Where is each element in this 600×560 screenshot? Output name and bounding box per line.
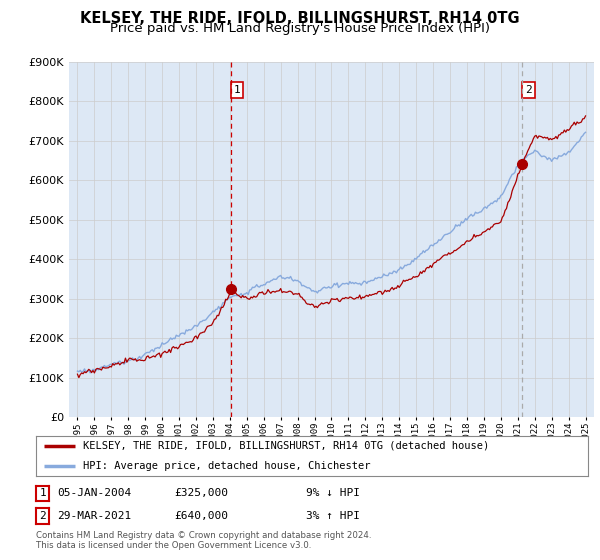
Text: 29-MAR-2021: 29-MAR-2021 xyxy=(57,511,131,521)
Text: £640,000: £640,000 xyxy=(174,511,228,521)
Text: Contains HM Land Registry data © Crown copyright and database right 2024.
This d: Contains HM Land Registry data © Crown c… xyxy=(36,530,371,550)
Text: 3% ↑ HPI: 3% ↑ HPI xyxy=(306,511,360,521)
Text: 1: 1 xyxy=(234,85,241,95)
Text: 2: 2 xyxy=(525,85,532,95)
Text: KELSEY, THE RIDE, IFOLD, BILLINGSHURST, RH14 0TG: KELSEY, THE RIDE, IFOLD, BILLINGSHURST, … xyxy=(80,11,520,26)
Text: 9% ↓ HPI: 9% ↓ HPI xyxy=(306,488,360,498)
Text: HPI: Average price, detached house, Chichester: HPI: Average price, detached house, Chic… xyxy=(83,461,370,471)
Text: 05-JAN-2004: 05-JAN-2004 xyxy=(57,488,131,498)
Text: 2: 2 xyxy=(39,511,46,521)
Text: Price paid vs. HM Land Registry's House Price Index (HPI): Price paid vs. HM Land Registry's House … xyxy=(110,22,490,35)
Text: 1: 1 xyxy=(39,488,46,498)
Text: KELSEY, THE RIDE, IFOLD, BILLINGSHURST, RH14 0TG (detached house): KELSEY, THE RIDE, IFOLD, BILLINGSHURST, … xyxy=(83,441,489,451)
Text: £325,000: £325,000 xyxy=(174,488,228,498)
